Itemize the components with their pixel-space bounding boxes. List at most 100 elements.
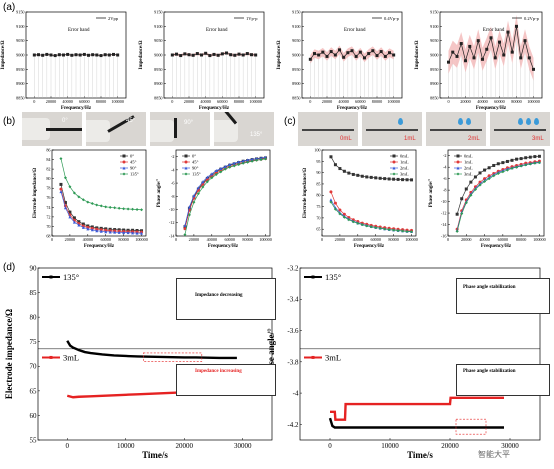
- photo-label-3ml: 3mL: [532, 136, 544, 142]
- chart-c1: 0 20000 40000 60000 80000 100000 65 70 75 80 85 90 9…: [303, 147, 418, 249]
- data-point: [533, 155, 537, 159]
- y-tick-label: 75: [30, 338, 38, 346]
- data-point: [201, 185, 205, 189]
- data-point: [135, 231, 139, 235]
- y-tick-label: 8900: [154, 81, 162, 86]
- x-tick-label: 20000: [335, 237, 345, 242]
- data-point: [237, 52, 241, 56]
- data-point: [90, 202, 94, 206]
- data-point: [90, 228, 94, 232]
- data-point: [183, 52, 187, 56]
- legend-marker: [456, 172, 460, 176]
- y-axis-label: Phase angle/°: [266, 328, 276, 380]
- data-point: [59, 187, 63, 191]
- x-tick-label: 80000: [96, 99, 106, 104]
- data-point: [313, 52, 316, 56]
- y-tick-label: -8: [443, 188, 447, 193]
- data-point: [140, 208, 144, 212]
- data-point: [329, 155, 333, 159]
- data-point: [473, 175, 477, 179]
- y-tick-label: 8950: [430, 67, 438, 72]
- data-point: [68, 210, 72, 214]
- data-point: [354, 54, 358, 58]
- x-tick-label: 20000: [176, 442, 194, 450]
- data-point: [333, 201, 337, 205]
- data-point: [81, 222, 85, 226]
- y-tick-label: 65: [30, 387, 38, 395]
- data-point: [333, 207, 337, 211]
- y-tick-label: 74: [46, 205, 51, 210]
- legend-label: 0.4Vp-p: [384, 16, 400, 21]
- data-point: [195, 52, 199, 56]
- y-tick-label: 95: [316, 159, 320, 164]
- data-point: [356, 173, 360, 177]
- annotation-error-band: Error band: [483, 28, 505, 33]
- data-point: [528, 162, 532, 166]
- data-point: [358, 50, 362, 54]
- y-axis-label: Impedance/Ω: [139, 40, 144, 69]
- data-point: [478, 183, 482, 187]
- data-point: [405, 178, 409, 182]
- data-point: [241, 53, 245, 57]
- data-point: [308, 57, 312, 61]
- data-point: [487, 177, 491, 181]
- y-tick-label: -12: [169, 220, 175, 225]
- y-axis-label: Phase angle/°: [429, 179, 434, 208]
- legend-label: 2Vpp: [108, 16, 119, 21]
- data-point: [492, 163, 496, 167]
- data-point: [229, 53, 233, 57]
- y-tick-label: 60: [30, 412, 38, 420]
- x-tick-label: 100000: [405, 237, 418, 242]
- x-tick-label: 80000: [234, 99, 244, 104]
- data-point: [140, 231, 144, 235]
- y-tick-label: 8950: [154, 67, 162, 72]
- data-point: [99, 204, 103, 208]
- inset-text-impedance-increasing: Impedance increasing: [195, 369, 242, 374]
- data-point: [351, 172, 355, 176]
- plot-frame: [447, 149, 545, 237]
- x-axis-label: Frequency/Hz: [199, 106, 230, 111]
- x-tick-label: 20000: [65, 237, 75, 242]
- legend-marker: [49, 355, 53, 359]
- legend-label: 0mL: [400, 154, 409, 159]
- data-point: [212, 52, 216, 56]
- y-tick-label: -2: [171, 154, 175, 159]
- data-point: [245, 52, 249, 56]
- x-tick-label: 0: [51, 237, 53, 242]
- data-point: [505, 159, 509, 163]
- y-axis-label: Electrode impedance/Ω: [303, 168, 308, 218]
- y-tick-label: 86: [46, 147, 50, 152]
- data-point: [179, 54, 183, 58]
- y-tick-label: 9100: [292, 24, 300, 29]
- data-point: [108, 205, 112, 209]
- data-point: [510, 166, 514, 170]
- y-tick-label: -14: [169, 233, 175, 238]
- y-axis-label: Phase angle/°: [157, 179, 162, 208]
- chart-a3: 0 20000 40000 60000 80000 100000 8850 8900 8950 9…: [277, 9, 403, 111]
- data-point: [135, 207, 139, 211]
- data-point: [460, 212, 464, 216]
- data-point: [405, 229, 409, 233]
- y-tick-label: 75: [316, 204, 320, 209]
- data-point: [70, 53, 74, 57]
- x-tick-label: 80000: [511, 99, 521, 104]
- y-tick-label: 80: [30, 314, 38, 322]
- data-point: [233, 53, 237, 57]
- y-axis-label: Electrode impedance/Ω: [33, 168, 38, 218]
- plot-frame: [321, 149, 417, 237]
- data-point: [342, 215, 346, 219]
- data-point: [363, 56, 366, 60]
- data-point: [183, 233, 187, 237]
- y-tick-label: 9150: [16, 9, 24, 14]
- legend-label: 3mL: [325, 352, 341, 362]
- data-point: [103, 53, 107, 57]
- x-tick-label: 0: [447, 237, 449, 242]
- data-point: [338, 208, 342, 212]
- x-tick-label: 60000: [498, 237, 508, 242]
- series-line: [330, 396, 504, 421]
- inset-phase-stabilization-bottom: Phase angle stabilization: [456, 364, 550, 396]
- photo-label-135deg: 135°: [250, 132, 263, 138]
- y-tick-label: 8850: [430, 95, 438, 100]
- data-point: [365, 224, 369, 228]
- x-tick-label: 40000: [479, 237, 489, 242]
